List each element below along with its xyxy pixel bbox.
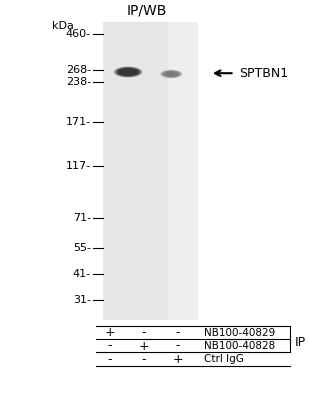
Bar (104, 22, 168, 320)
Text: 171-: 171- (66, 117, 91, 127)
Text: 41-: 41- (73, 269, 91, 279)
Text: 31-: 31- (73, 295, 91, 305)
Ellipse shape (119, 68, 138, 76)
Text: NB100-40828: NB100-40828 (204, 341, 275, 351)
Text: -: - (141, 326, 146, 339)
Text: +: + (172, 353, 183, 366)
Text: +: + (138, 340, 149, 352)
Text: 71-: 71- (73, 213, 91, 223)
Ellipse shape (113, 66, 143, 78)
Text: -: - (107, 353, 112, 366)
Text: 117-: 117- (66, 161, 91, 171)
Text: -: - (141, 353, 146, 366)
Text: IP/WB: IP/WB (126, 3, 167, 17)
Bar (168, 22, 197, 320)
Text: NB100-40829: NB100-40829 (204, 328, 275, 338)
Text: -: - (107, 340, 112, 352)
Text: kDa: kDa (52, 21, 74, 31)
Ellipse shape (160, 70, 182, 78)
Text: Ctrl IgG: Ctrl IgG (204, 354, 243, 364)
Text: -: - (175, 340, 180, 352)
Ellipse shape (162, 70, 180, 78)
Ellipse shape (117, 68, 140, 76)
Ellipse shape (115, 67, 141, 77)
Ellipse shape (160, 70, 183, 78)
Text: IP: IP (295, 336, 306, 348)
Ellipse shape (161, 70, 181, 78)
Text: 268-: 268- (66, 65, 91, 75)
Ellipse shape (164, 71, 179, 77)
Ellipse shape (121, 70, 135, 74)
Text: 460-: 460- (66, 29, 91, 39)
Text: +: + (104, 326, 115, 339)
Ellipse shape (114, 67, 142, 77)
Text: 238-: 238- (66, 77, 91, 87)
Ellipse shape (166, 72, 176, 76)
Text: -: - (175, 326, 180, 339)
Text: SPTBN1: SPTBN1 (239, 67, 288, 80)
Text: 55-: 55- (73, 243, 91, 253)
